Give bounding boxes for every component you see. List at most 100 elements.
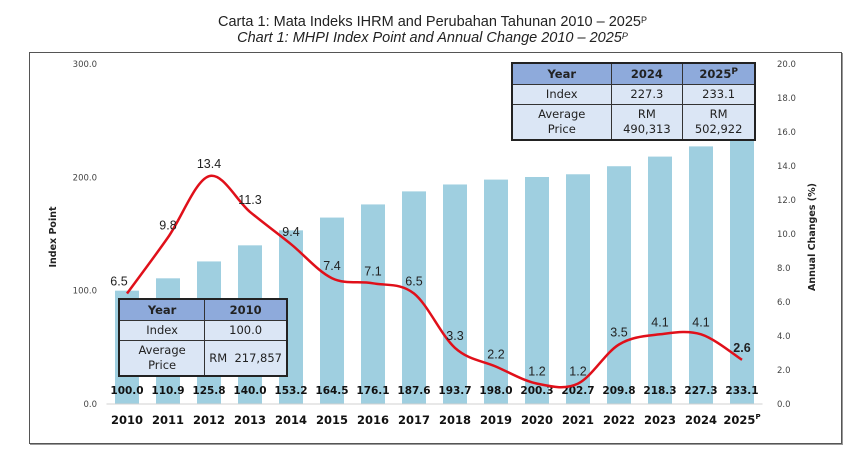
x-tick-label: 2018	[439, 413, 471, 427]
x-tick-label: 2022	[603, 413, 635, 427]
x-tick-label: 2013	[234, 413, 266, 427]
bar-value-label: 153.2	[274, 385, 307, 397]
table-header-cell: Year	[511, 62, 612, 85]
bar	[525, 176, 549, 404]
summary-table-2010: Year 2010 Index 100.0 Average Price RM 2…	[118, 298, 288, 377]
y-right-tick-label: 8.0	[777, 264, 791, 274]
bar	[689, 146, 713, 405]
line-value-label: 4.1	[692, 315, 709, 329]
line-value-label: 9.4	[282, 225, 299, 239]
line-value-label: 11.3	[238, 193, 261, 207]
x-tick-label: 2012	[193, 413, 225, 427]
bar	[730, 139, 754, 404]
bar-value-labels: 100.0 110.9 125.8 140.0 153.2 164.5 176.1 187.6…	[110, 385, 758, 397]
x-tick-label: 2014	[275, 413, 307, 427]
bar-value-label: 140.0	[233, 385, 266, 397]
bar-value-label: 218.3	[643, 385, 676, 397]
table-cell: 233.1	[682, 84, 756, 105]
bar-value-label: 125.8	[192, 385, 225, 397]
table-row: Index 227.3 233.1	[511, 84, 756, 105]
line-value-label: 9.8	[159, 218, 176, 232]
line-value-label: 1.2	[569, 365, 586, 379]
y-axis-left-tick-labels: 0.0 100.0 200.0 300.0	[73, 60, 97, 410]
table-header-cell: 2025P	[682, 62, 756, 85]
x-tick-label: 2019	[480, 413, 512, 427]
line-value-label: 2.2	[487, 348, 504, 362]
table-cell: Index	[511, 84, 612, 105]
x-tick-label: 2017	[398, 413, 430, 427]
y-right-tick-label: 4.0	[777, 332, 791, 342]
bar-value-label: 110.9	[151, 385, 184, 397]
table-row: Average Price RM 217,857	[118, 340, 288, 377]
y-left-tick-label: 0.0	[83, 400, 97, 410]
y-right-tick-label: 16.0	[777, 128, 796, 138]
x-tick-label: 2015	[316, 413, 348, 427]
x-tick-label: 2024	[685, 413, 717, 427]
table-header-cell: 2010	[204, 298, 288, 321]
bar	[566, 174, 590, 404]
chart-title-malay: Carta 1: Mata Indeks IHRM and Perubahan …	[0, 14, 865, 30]
bar	[320, 217, 344, 404]
bar-value-label: 227.3	[684, 385, 717, 397]
table-cell: 100.0	[204, 320, 288, 341]
y-right-tick-label: 2.0	[777, 366, 791, 376]
x-tick-label: 2023	[644, 413, 676, 427]
header-year-text: 2025	[699, 66, 732, 81]
table-header-row: Year 2024 2025P	[511, 62, 756, 85]
line-value-label: 3.3	[446, 329, 463, 343]
line-value-label: 3.5	[610, 326, 627, 340]
table-header-cell: 2024	[610, 62, 684, 85]
table-cell: Average Price	[118, 340, 206, 377]
title-malay-text: Carta 1: Mata Indeks IHRM and Perubahan …	[218, 14, 641, 30]
table-cell: RM 217,857	[204, 340, 288, 377]
line-series-annual-change	[125, 174, 743, 389]
y-right-tick-label: 12.0	[777, 196, 796, 206]
bar	[443, 184, 467, 404]
line-value-label: 7.1	[364, 264, 381, 278]
y-right-tick-label: 18.0	[777, 94, 796, 104]
summary-table-2024-2025: Year 2024 2025P Index 227.3 233.1 Averag…	[511, 62, 756, 141]
line-value-label: 6.5	[405, 275, 422, 289]
y-left-tick-label: 200.0	[73, 173, 97, 183]
bar-value-label: 200.3	[520, 385, 553, 397]
bar-value-label: 233.1	[725, 385, 758, 397]
bar	[607, 166, 631, 404]
bar-value-label: 187.6	[397, 385, 430, 397]
x-tick-label: 2025P	[723, 413, 760, 427]
table-cell: Index	[118, 320, 206, 341]
bar-value-label: 209.8	[602, 385, 635, 397]
title-english-text: Chart 1: MHPI Index Point and Annual Cha…	[237, 30, 622, 46]
y-right-tick-label: 10.0	[777, 230, 796, 240]
bar	[402, 191, 426, 404]
line-value-label: 2.6	[733, 341, 750, 355]
y-right-tick-label: 14.0	[777, 162, 796, 172]
y-axis-right-tick-labels: 0.0 2.0 4.0 6.0 8.0 10.0 12.0 14.0 16.0 18.0 20.0	[777, 60, 796, 410]
table-row: Average Price RM 490,313 RM 502,922	[511, 104, 756, 141]
title-english-sup: P	[621, 31, 628, 41]
header-year-sup: P	[731, 66, 738, 77]
line-value-label: 13.4	[197, 157, 221, 171]
line-value-label: 4.1	[651, 315, 668, 329]
x-tick-label: 2020	[521, 413, 553, 427]
bar-value-label: 193.7	[438, 385, 471, 397]
line-value-label: 1.2	[528, 365, 545, 379]
bar	[648, 156, 672, 404]
table-cell: RM 490,313	[610, 104, 684, 141]
x-axis-tick-labels: 2010 2011 2012 2013 2014 2015 2016 2017 2018 2019…	[111, 413, 761, 427]
x-tick-label: 2011	[152, 413, 184, 427]
table-cell: 227.3	[610, 84, 684, 105]
table-row: Index 100.0	[118, 320, 288, 341]
bar-value-label: 176.1	[356, 385, 389, 397]
y-left-tick-label: 100.0	[73, 287, 97, 297]
x-tick-sup: P	[755, 413, 760, 421]
y-right-tick-label: 0.0	[777, 400, 791, 410]
y-right-tick-label: 20.0	[777, 60, 796, 70]
bar-value-label: 202.7	[561, 385, 594, 397]
bar	[361, 204, 385, 404]
line-value-label: 7.4	[323, 259, 340, 273]
bar-value-label: 100.0	[110, 385, 143, 397]
table-cell: Average Price	[511, 104, 612, 141]
x-tick-label: 2016	[357, 413, 389, 427]
chart-title-english: Chart 1: MHPI Index Point and Annual Cha…	[0, 30, 865, 46]
